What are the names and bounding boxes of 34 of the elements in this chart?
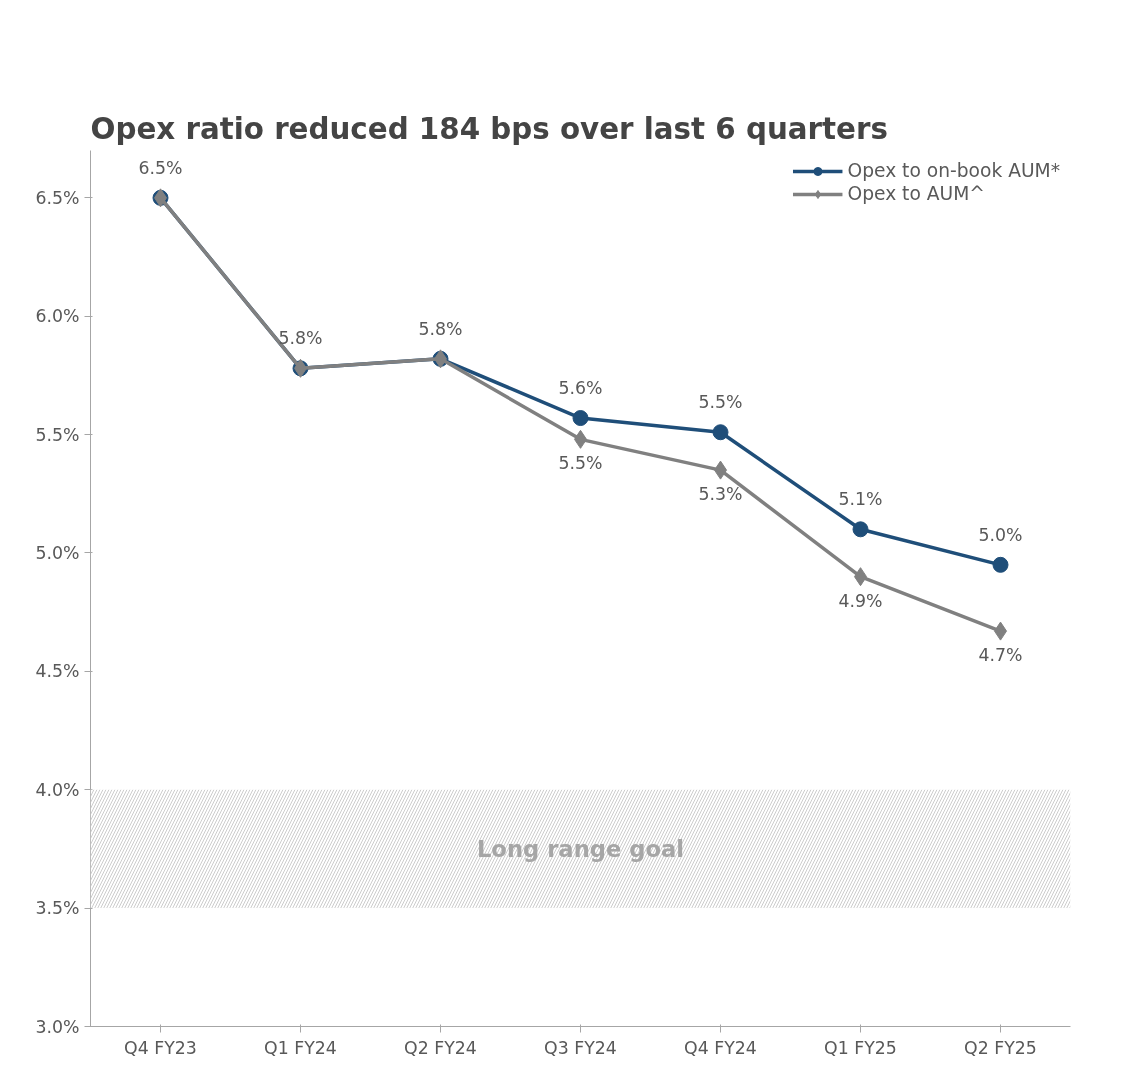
- y-tick-label: 5.0%: [35, 542, 80, 563]
- x-tick-label: Q4 FY24: [684, 1037, 757, 1058]
- data-label: 5.6%: [558, 378, 603, 399]
- legend-label: Opex to AUM^: [847, 183, 985, 204]
- data-label: 5.1%: [838, 489, 883, 510]
- y-tick-label: 5.5%: [35, 424, 80, 445]
- data-label: 6.5%: [138, 157, 183, 178]
- legend-label: Opex to on-book AUM*: [847, 160, 1060, 181]
- y-tick-label: 3.0%: [35, 1016, 80, 1037]
- y-tick-label: 3.5%: [35, 898, 80, 919]
- point: [572, 410, 589, 427]
- data-label: 4.7%: [978, 645, 1023, 666]
- y-tick-label: 4.0%: [35, 779, 80, 800]
- y-tick-label: 6.5%: [35, 187, 80, 208]
- data-label: 5.5%: [698, 392, 743, 413]
- x-tick-label: Q2 FY24: [404, 1037, 477, 1058]
- x-tick-label: Q1 FY25: [824, 1037, 897, 1058]
- y-tick-label: 4.5%: [35, 661, 80, 682]
- point: [712, 424, 729, 441]
- data-label: 5.5%: [558, 453, 603, 474]
- x-tick-label: Q2 FY25: [964, 1037, 1037, 1058]
- data-label: 5.0%: [978, 524, 1023, 545]
- point: [992, 556, 1009, 573]
- x-tick-label: Q3 FY24: [544, 1037, 617, 1058]
- chart-title: Opex ratio reduced 184 bps over last 6 quarters: [90, 111, 888, 146]
- data-label: 5.8%: [418, 318, 463, 339]
- data-label: 5.3%: [698, 484, 743, 505]
- x-tick-label: Q1 FY24: [264, 1037, 337, 1058]
- x-tick-label: Q4 FY23: [124, 1037, 197, 1058]
- data-label: 4.9%: [838, 590, 883, 611]
- point: [852, 521, 869, 538]
- band-label: Long range goal: [476, 835, 685, 862]
- y-tick-label: 6.0%: [35, 306, 80, 327]
- data-label: 5.8%: [278, 328, 323, 349]
